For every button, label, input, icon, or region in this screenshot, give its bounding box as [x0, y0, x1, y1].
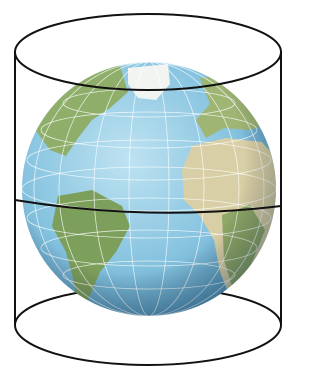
globe-shading [22, 62, 276, 316]
cylindrical-projection-diagram [0, 0, 283, 371]
page [0, 0, 283, 371]
cylinder-bottom-front [15, 325, 281, 365]
globe [22, 62, 278, 316]
